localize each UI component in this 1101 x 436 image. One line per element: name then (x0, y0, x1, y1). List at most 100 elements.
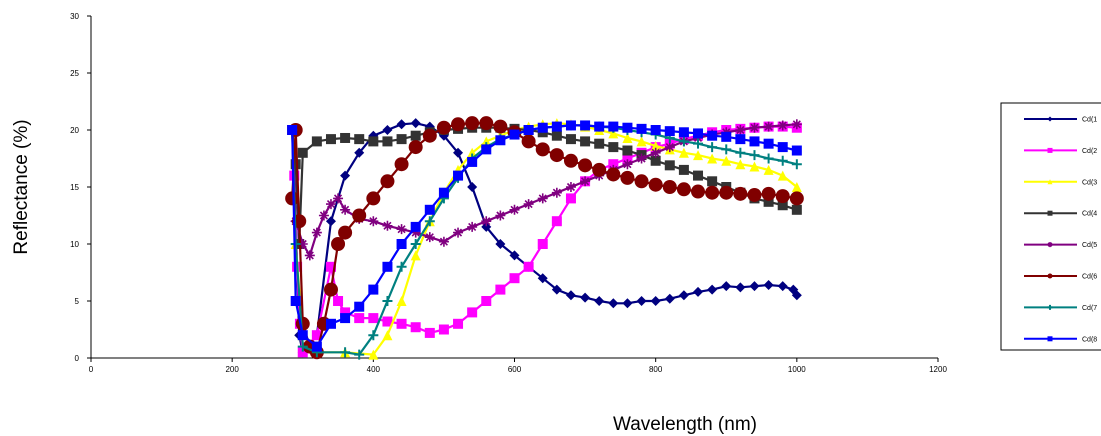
y-tick-label: 20 (70, 126, 79, 135)
data-point (481, 144, 492, 155)
data-point (565, 182, 576, 192)
data-point (580, 292, 591, 303)
data-point (735, 125, 746, 135)
legend-label: Cd(3 (1082, 179, 1097, 186)
data-point (523, 261, 534, 272)
data-point (551, 216, 562, 227)
data-point (565, 120, 576, 131)
data-point (465, 116, 480, 131)
legend-swatch-marker (1047, 210, 1053, 216)
data-point (622, 122, 633, 133)
data-point (333, 296, 344, 306)
data-point (333, 193, 344, 204)
legend-swatch-marker (1047, 242, 1053, 248)
data-point (366, 191, 381, 206)
data-point (467, 221, 478, 232)
legend-item: Cd(1 (1024, 116, 1097, 124)
y-tick-label: 0 (75, 354, 80, 363)
data-point (509, 204, 520, 215)
data-point (453, 318, 464, 329)
data-point (311, 330, 322, 341)
data-point (721, 155, 732, 166)
data-point (311, 341, 322, 352)
y-tick-label: 10 (70, 240, 79, 249)
data-point (791, 182, 802, 192)
data-point (622, 159, 633, 170)
series-line (291, 122, 798, 356)
data-point (707, 130, 718, 141)
data-point (791, 159, 802, 170)
data-point (733, 186, 748, 201)
legend-swatch-marker (1047, 179, 1053, 185)
data-point (789, 191, 804, 206)
data-point (721, 281, 732, 292)
data-point (451, 117, 466, 132)
data-point (580, 136, 591, 147)
data-point (578, 158, 593, 173)
data-point (608, 128, 619, 139)
data-point (721, 131, 732, 142)
data-point (775, 189, 790, 204)
data-point (297, 347, 308, 358)
data-point (551, 130, 562, 141)
data-point (678, 290, 689, 301)
data-point (297, 330, 308, 341)
data-point (368, 349, 379, 360)
data-point (707, 153, 718, 164)
data-point (763, 153, 774, 164)
data-point (664, 160, 675, 171)
data-point (382, 330, 393, 341)
data-point (705, 185, 720, 200)
data-point (396, 318, 407, 329)
data-point (287, 125, 298, 135)
legend-swatch-marker (1047, 336, 1053, 342)
data-point (594, 138, 605, 149)
data-point (410, 239, 421, 249)
data-point (410, 221, 421, 232)
data-point (693, 170, 704, 181)
data-point (340, 204, 351, 215)
data-point (650, 155, 661, 166)
data-point (453, 147, 464, 158)
data-point (707, 142, 718, 153)
data-point (396, 119, 407, 130)
data-point (481, 296, 492, 306)
data-point (735, 282, 746, 293)
data-point (749, 150, 760, 161)
x-tick-label: 800 (649, 365, 663, 374)
series-2 (287, 121, 802, 358)
data-point (290, 296, 301, 306)
data-point (340, 307, 351, 318)
data-point (396, 239, 407, 249)
data-point (777, 142, 788, 153)
data-point (721, 144, 732, 155)
data-point (620, 170, 635, 185)
x-axis-title: Wavelength (nm) (613, 414, 757, 435)
data-point (777, 170, 788, 181)
data-point (325, 216, 336, 227)
legend: Cd(1 Cd(2 Cd(3 Cd(4 Cd(5 Cd(6 Cd(7 Cd(8 (1000, 102, 1101, 351)
data-point (749, 122, 760, 133)
data-point (791, 204, 802, 215)
data-point (509, 273, 520, 284)
data-point (707, 284, 718, 295)
data-point (636, 153, 647, 164)
data-point (749, 281, 760, 292)
data-point (636, 136, 647, 147)
data-point (551, 121, 562, 132)
data-point (382, 125, 393, 135)
data-point (453, 170, 464, 181)
x-tick-label: 1000 (788, 365, 806, 374)
data-point (664, 293, 675, 304)
data-point (693, 128, 704, 139)
data-point (735, 159, 746, 170)
data-point (352, 208, 367, 223)
data-point (396, 296, 407, 306)
data-point (777, 120, 788, 131)
data-point (551, 284, 562, 295)
y-tick-label: 30 (70, 12, 79, 21)
data-point (408, 140, 423, 155)
legend-item: Cd(7 (1024, 305, 1097, 312)
legend-swatch-marker (1047, 304, 1053, 310)
data-point (325, 134, 336, 145)
